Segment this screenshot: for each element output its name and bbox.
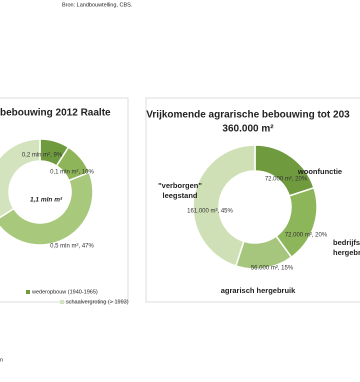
category-label: leegstand bbox=[162, 191, 197, 200]
chart-frame bbox=[0, 97, 129, 303]
donut-segment bbox=[0, 138, 41, 219]
value-label: 0,5 mln m², 47% bbox=[50, 244, 94, 250]
chart-title: 360.000 m² bbox=[222, 124, 274, 135]
legend-label: schaalvergroting (> 1993) bbox=[66, 299, 129, 305]
center-label: 1,1 mln m² bbox=[30, 197, 63, 204]
legend-label: wederopbouw (1940-1965) bbox=[31, 289, 98, 295]
value-label: 161.000 m², 45% bbox=[187, 209, 233, 215]
category-label: hergebr bbox=[333, 248, 360, 257]
chart-title: Vrijkomende agrarische bebouwing tot 203 bbox=[146, 110, 350, 121]
donut-segment bbox=[192, 144, 256, 267]
category-label: "verborgen" bbox=[158, 181, 202, 190]
category-label: woonfunctie bbox=[297, 167, 342, 176]
footnote: n bbox=[0, 357, 3, 363]
chart-title: bebouwing 2012 Raalte bbox=[0, 108, 111, 119]
category-label: agrarisch hergebruik bbox=[221, 286, 296, 295]
donut-segment bbox=[0, 171, 94, 246]
legend-swatch bbox=[26, 290, 30, 294]
legend-swatch bbox=[60, 300, 64, 304]
value-label: 56.000 m², 15% bbox=[251, 266, 294, 272]
value-label: 72.000 m², 20% bbox=[285, 233, 328, 239]
value-label: 72.000 m², 20% bbox=[265, 177, 308, 183]
value-label: 0,2 mln m², 9% bbox=[22, 153, 63, 159]
value-label: 0,1 mln m², 10% bbox=[50, 170, 94, 176]
source: Bron: Landbouwtelling, CBS. bbox=[62, 2, 133, 8]
